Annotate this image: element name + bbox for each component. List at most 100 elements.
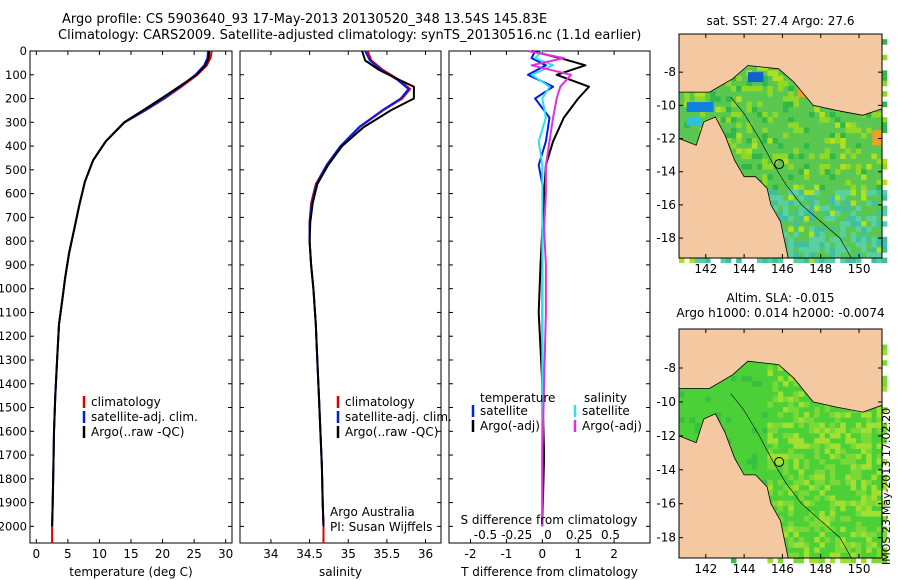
map-cell [861,526,867,533]
x-tick-label: 34.5 [296,547,323,561]
map-cell [731,117,737,123]
map-cell [829,412,836,418]
map-cell [855,242,862,248]
map-cell [767,479,773,486]
map-cell [777,153,784,160]
map-cell [803,174,810,180]
map-cell [824,257,831,264]
map-cell [861,247,867,253]
map-cell [850,200,857,206]
map-cell [798,127,805,134]
map-cell [772,427,779,434]
map-cell [876,417,883,423]
map-cell [783,158,789,165]
map-cell [757,112,763,118]
map-cell [824,148,831,154]
map-cell [866,448,872,455]
map-cell [720,257,727,264]
series-line-argo [308,50,415,527]
map-cell [871,242,877,248]
map-cell [798,257,805,264]
map-cell [845,542,851,548]
map-shelf-contour [730,96,852,259]
map-cell [840,557,846,564]
map-cell [814,257,820,264]
map-cell [829,511,836,517]
map-cell [871,112,877,118]
map-cell [814,557,820,564]
map-cell [861,427,867,434]
map-cell [772,200,779,206]
map-cell [788,252,794,258]
map-cell [866,190,872,196]
map-cell [829,453,836,460]
depth-tick-label: 1800 [0,472,27,486]
map-cell [803,143,810,149]
map-cell [814,526,820,533]
map-cell [788,438,794,444]
map-cell [715,96,721,102]
map-cell [855,500,862,507]
map-cell [881,537,888,543]
x-axis-label-top: S difference from climatology [461,513,638,527]
map-cell [777,557,784,564]
map-cell [751,459,758,465]
map-sst [678,33,888,264]
map-cell [881,360,888,366]
map-cell [850,438,857,444]
map-cell [767,490,773,496]
map-cell [824,169,831,175]
map-cell [783,453,789,460]
map-cell [772,112,779,118]
map-cell [819,257,825,264]
map-cell [757,65,763,71]
map-cell [829,464,836,470]
map-cell [767,91,773,97]
map-cell [871,511,877,517]
map-cell [762,132,768,139]
map-cell [746,138,753,144]
map-cell [814,479,820,486]
map-cell [845,205,851,212]
map-cell [850,443,857,449]
map-cell [809,200,815,206]
map-cell [694,96,701,102]
map-cell [881,179,888,186]
map-cell [845,438,851,444]
map-cell [881,164,888,170]
map-cell [793,122,799,128]
map-cell [751,427,758,434]
map-cell [824,210,831,217]
map-cell [788,433,794,439]
map-cell [855,474,862,481]
map-cell [850,474,857,481]
map-cell [736,96,742,102]
map-cell [866,438,872,444]
map-cell [798,242,805,248]
map-cell [829,516,836,522]
map-cell [866,433,872,439]
map-cell [866,464,872,470]
map-cell [861,132,867,139]
map-cell [809,417,815,423]
map-cell [809,521,815,527]
map-cell [793,407,799,413]
map-cell [793,464,799,470]
map-cell [861,242,867,248]
map-cell [840,505,846,512]
map-cell [814,474,820,481]
s-tick-label: 0.5 [601,528,620,542]
depth-tick-label: 1400 [0,377,27,391]
map-cell [746,127,753,134]
map-cell [855,221,862,227]
map-cell [803,190,810,196]
map-cell [829,557,836,564]
map-cell [725,138,732,144]
map-cell [793,485,799,491]
map-cell [814,247,820,253]
map-cell [829,505,836,512]
map-cell [803,417,810,423]
map-cell [788,122,794,128]
map-cell [845,459,851,465]
map-cell [861,412,867,418]
